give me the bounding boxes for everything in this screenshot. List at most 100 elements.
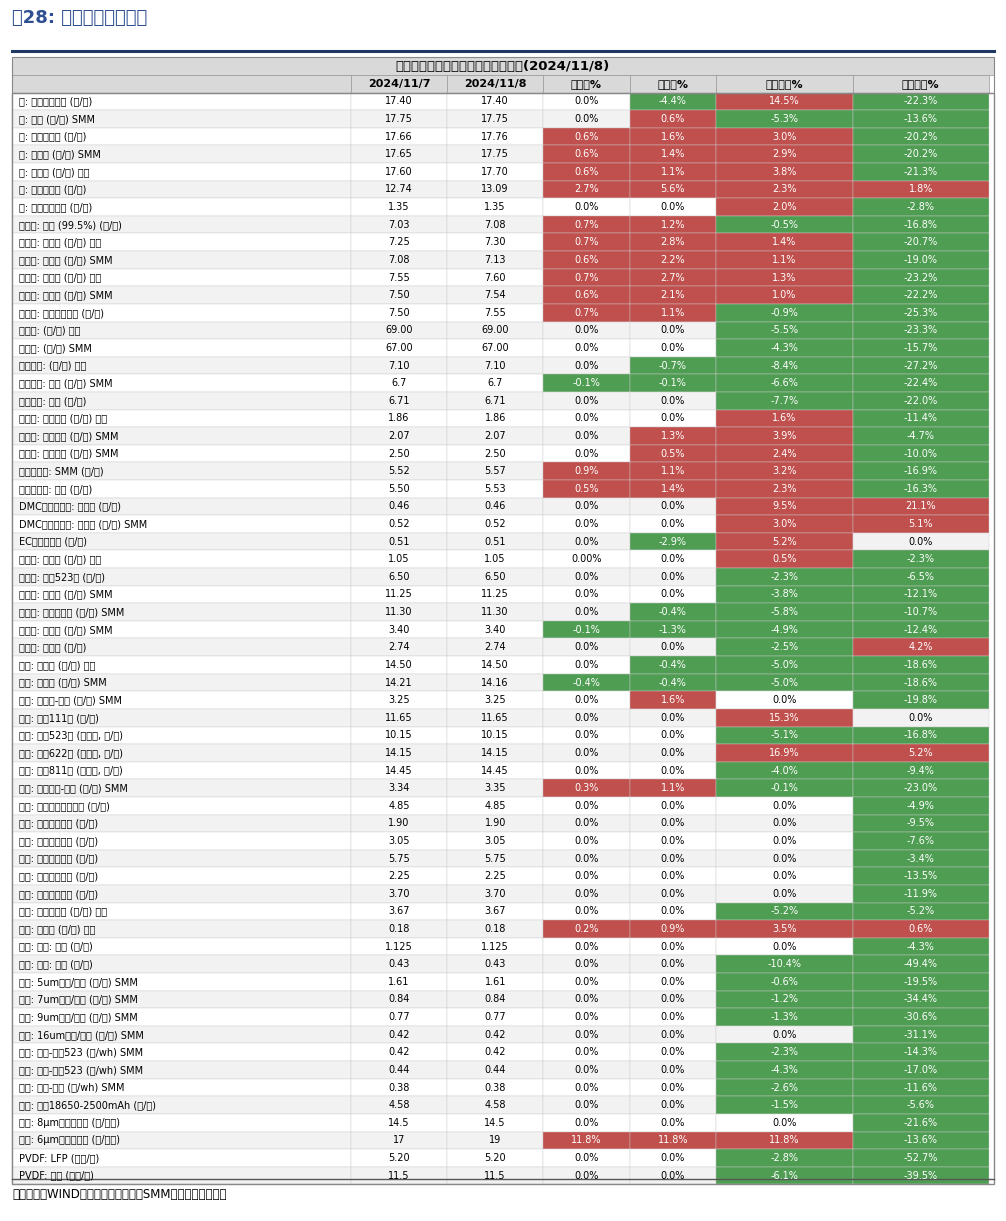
- Bar: [543, 1009, 630, 1026]
- Text: 0.0%: 0.0%: [661, 960, 685, 969]
- Text: 0.6%: 0.6%: [574, 132, 599, 142]
- Text: 0.0%: 0.0%: [661, 853, 685, 863]
- Bar: [12, 444, 351, 463]
- Text: 0.7%: 0.7%: [574, 272, 599, 282]
- Text: 0.0%: 0.0%: [574, 201, 599, 212]
- Text: 0.0%: 0.0%: [661, 1100, 685, 1110]
- Text: 16.9%: 16.9%: [769, 748, 800, 758]
- Bar: [543, 691, 630, 709]
- Bar: [351, 921, 447, 938]
- Text: -16.9%: -16.9%: [903, 466, 938, 476]
- Bar: [543, 444, 630, 463]
- Text: -19.5%: -19.5%: [903, 977, 938, 987]
- Bar: [852, 691, 989, 709]
- Text: 六氟磷酸锂: SMM (万/吨): 六氟磷酸锂: SMM (万/吨): [19, 466, 104, 476]
- Text: -27.2%: -27.2%: [903, 360, 938, 370]
- Text: 0.0%: 0.0%: [773, 1117, 797, 1128]
- Bar: [716, 1009, 852, 1026]
- Text: 1.86: 1.86: [485, 414, 506, 424]
- Text: -5.6%: -5.6%: [906, 1100, 935, 1110]
- Bar: [852, 779, 989, 797]
- Text: 5.1%: 5.1%: [908, 519, 933, 529]
- Bar: [630, 1061, 716, 1078]
- Text: 0.9%: 0.9%: [661, 924, 685, 934]
- Text: 负极: 人造石墨中端 (万/吨): 负极: 人造石墨中端 (万/吨): [19, 836, 99, 846]
- Text: 0.0%: 0.0%: [574, 571, 599, 582]
- Bar: [12, 269, 351, 286]
- Bar: [12, 252, 351, 269]
- Bar: [351, 198, 447, 216]
- Bar: [630, 427, 716, 444]
- Text: 2.74: 2.74: [484, 642, 506, 652]
- Bar: [12, 216, 351, 233]
- Text: 前驱体: 氧化钴 (万/吨) SMM: 前驱体: 氧化钴 (万/吨) SMM: [19, 625, 113, 635]
- Text: 0.0%: 0.0%: [661, 554, 685, 564]
- Text: 3.40: 3.40: [388, 625, 409, 635]
- Bar: [543, 1044, 630, 1061]
- Text: 铜箔: 6μm国产加工费 (元/公斤): 铜箔: 6μm国产加工费 (元/公斤): [19, 1136, 120, 1145]
- Text: 隔膜: 7um湿法/国产 (元/平) SMM: 隔膜: 7um湿法/国产 (元/平) SMM: [19, 994, 138, 1005]
- Text: -8.4%: -8.4%: [771, 360, 798, 370]
- Bar: [351, 902, 447, 921]
- Text: -49.4%: -49.4%: [903, 960, 938, 969]
- Bar: [12, 357, 351, 375]
- Text: 正极: 钴酸锂 (万/吨) SMM: 正极: 钴酸锂 (万/吨) SMM: [19, 678, 107, 687]
- Text: 0.0%: 0.0%: [661, 1153, 685, 1162]
- Text: 2.2%: 2.2%: [661, 255, 685, 265]
- Text: 0.6%: 0.6%: [908, 924, 933, 934]
- Bar: [12, 57, 994, 93]
- Bar: [543, 198, 630, 216]
- Text: -4.9%: -4.9%: [771, 625, 798, 635]
- Text: 0.0%: 0.0%: [574, 1153, 599, 1162]
- Bar: [716, 551, 852, 568]
- Text: 3.40: 3.40: [485, 625, 506, 635]
- Text: 1.125: 1.125: [385, 941, 412, 951]
- Bar: [12, 1167, 351, 1184]
- Text: 6.50: 6.50: [485, 571, 506, 582]
- Text: -5.0%: -5.0%: [771, 678, 799, 687]
- Bar: [447, 639, 543, 656]
- Text: 0.0%: 0.0%: [773, 941, 797, 951]
- Text: 电池: 方形-三元523 (元/wh) SMM: 电池: 方形-三元523 (元/wh) SMM: [19, 1048, 143, 1057]
- Text: -21.6%: -21.6%: [903, 1117, 938, 1128]
- Text: 7.60: 7.60: [485, 272, 506, 282]
- Text: -4.7%: -4.7%: [906, 431, 935, 441]
- Text: 日环比%: 日环比%: [571, 79, 602, 89]
- Text: 14.50: 14.50: [481, 659, 509, 670]
- Text: 隔膜: 5um湿法/国产 (元/平) SMM: 隔膜: 5um湿法/国产 (元/平) SMM: [19, 977, 138, 987]
- Bar: [630, 762, 716, 779]
- Bar: [630, 498, 716, 515]
- Bar: [716, 145, 852, 164]
- Bar: [447, 1114, 543, 1132]
- Bar: [12, 656, 351, 674]
- Text: 电池: 软包-三元523 (元/wh) SMM: 电池: 软包-三元523 (元/wh) SMM: [19, 1065, 143, 1074]
- Bar: [543, 1026, 630, 1044]
- Bar: [12, 1132, 351, 1149]
- Bar: [716, 1044, 852, 1061]
- Text: -2.3%: -2.3%: [906, 554, 935, 564]
- Text: 6.71: 6.71: [485, 396, 506, 405]
- Bar: [543, 409, 630, 427]
- Bar: [630, 674, 716, 691]
- Bar: [543, 639, 630, 656]
- Text: 碳酸锂: 电池级 (万/吨) SMM: 碳酸锂: 电池级 (万/吨) SMM: [19, 291, 113, 300]
- Bar: [12, 321, 351, 339]
- Text: 0.38: 0.38: [388, 1083, 409, 1093]
- Text: -7.6%: -7.6%: [906, 836, 935, 846]
- Bar: [12, 921, 351, 938]
- Text: 0.0%: 0.0%: [661, 994, 685, 1005]
- Bar: [543, 1078, 630, 1096]
- Text: -31.1%: -31.1%: [903, 1029, 938, 1040]
- Bar: [543, 726, 630, 744]
- Text: 0.0%: 0.0%: [661, 1171, 685, 1181]
- Bar: [716, 286, 852, 304]
- Bar: [543, 921, 630, 938]
- Text: -1.5%: -1.5%: [771, 1100, 799, 1110]
- Text: 0.6%: 0.6%: [574, 167, 599, 177]
- Text: 7.54: 7.54: [484, 291, 506, 300]
- Bar: [852, 515, 989, 532]
- Text: 17.75: 17.75: [481, 149, 509, 159]
- Text: 0.42: 0.42: [485, 1029, 506, 1040]
- Bar: [447, 480, 543, 498]
- Bar: [12, 181, 351, 198]
